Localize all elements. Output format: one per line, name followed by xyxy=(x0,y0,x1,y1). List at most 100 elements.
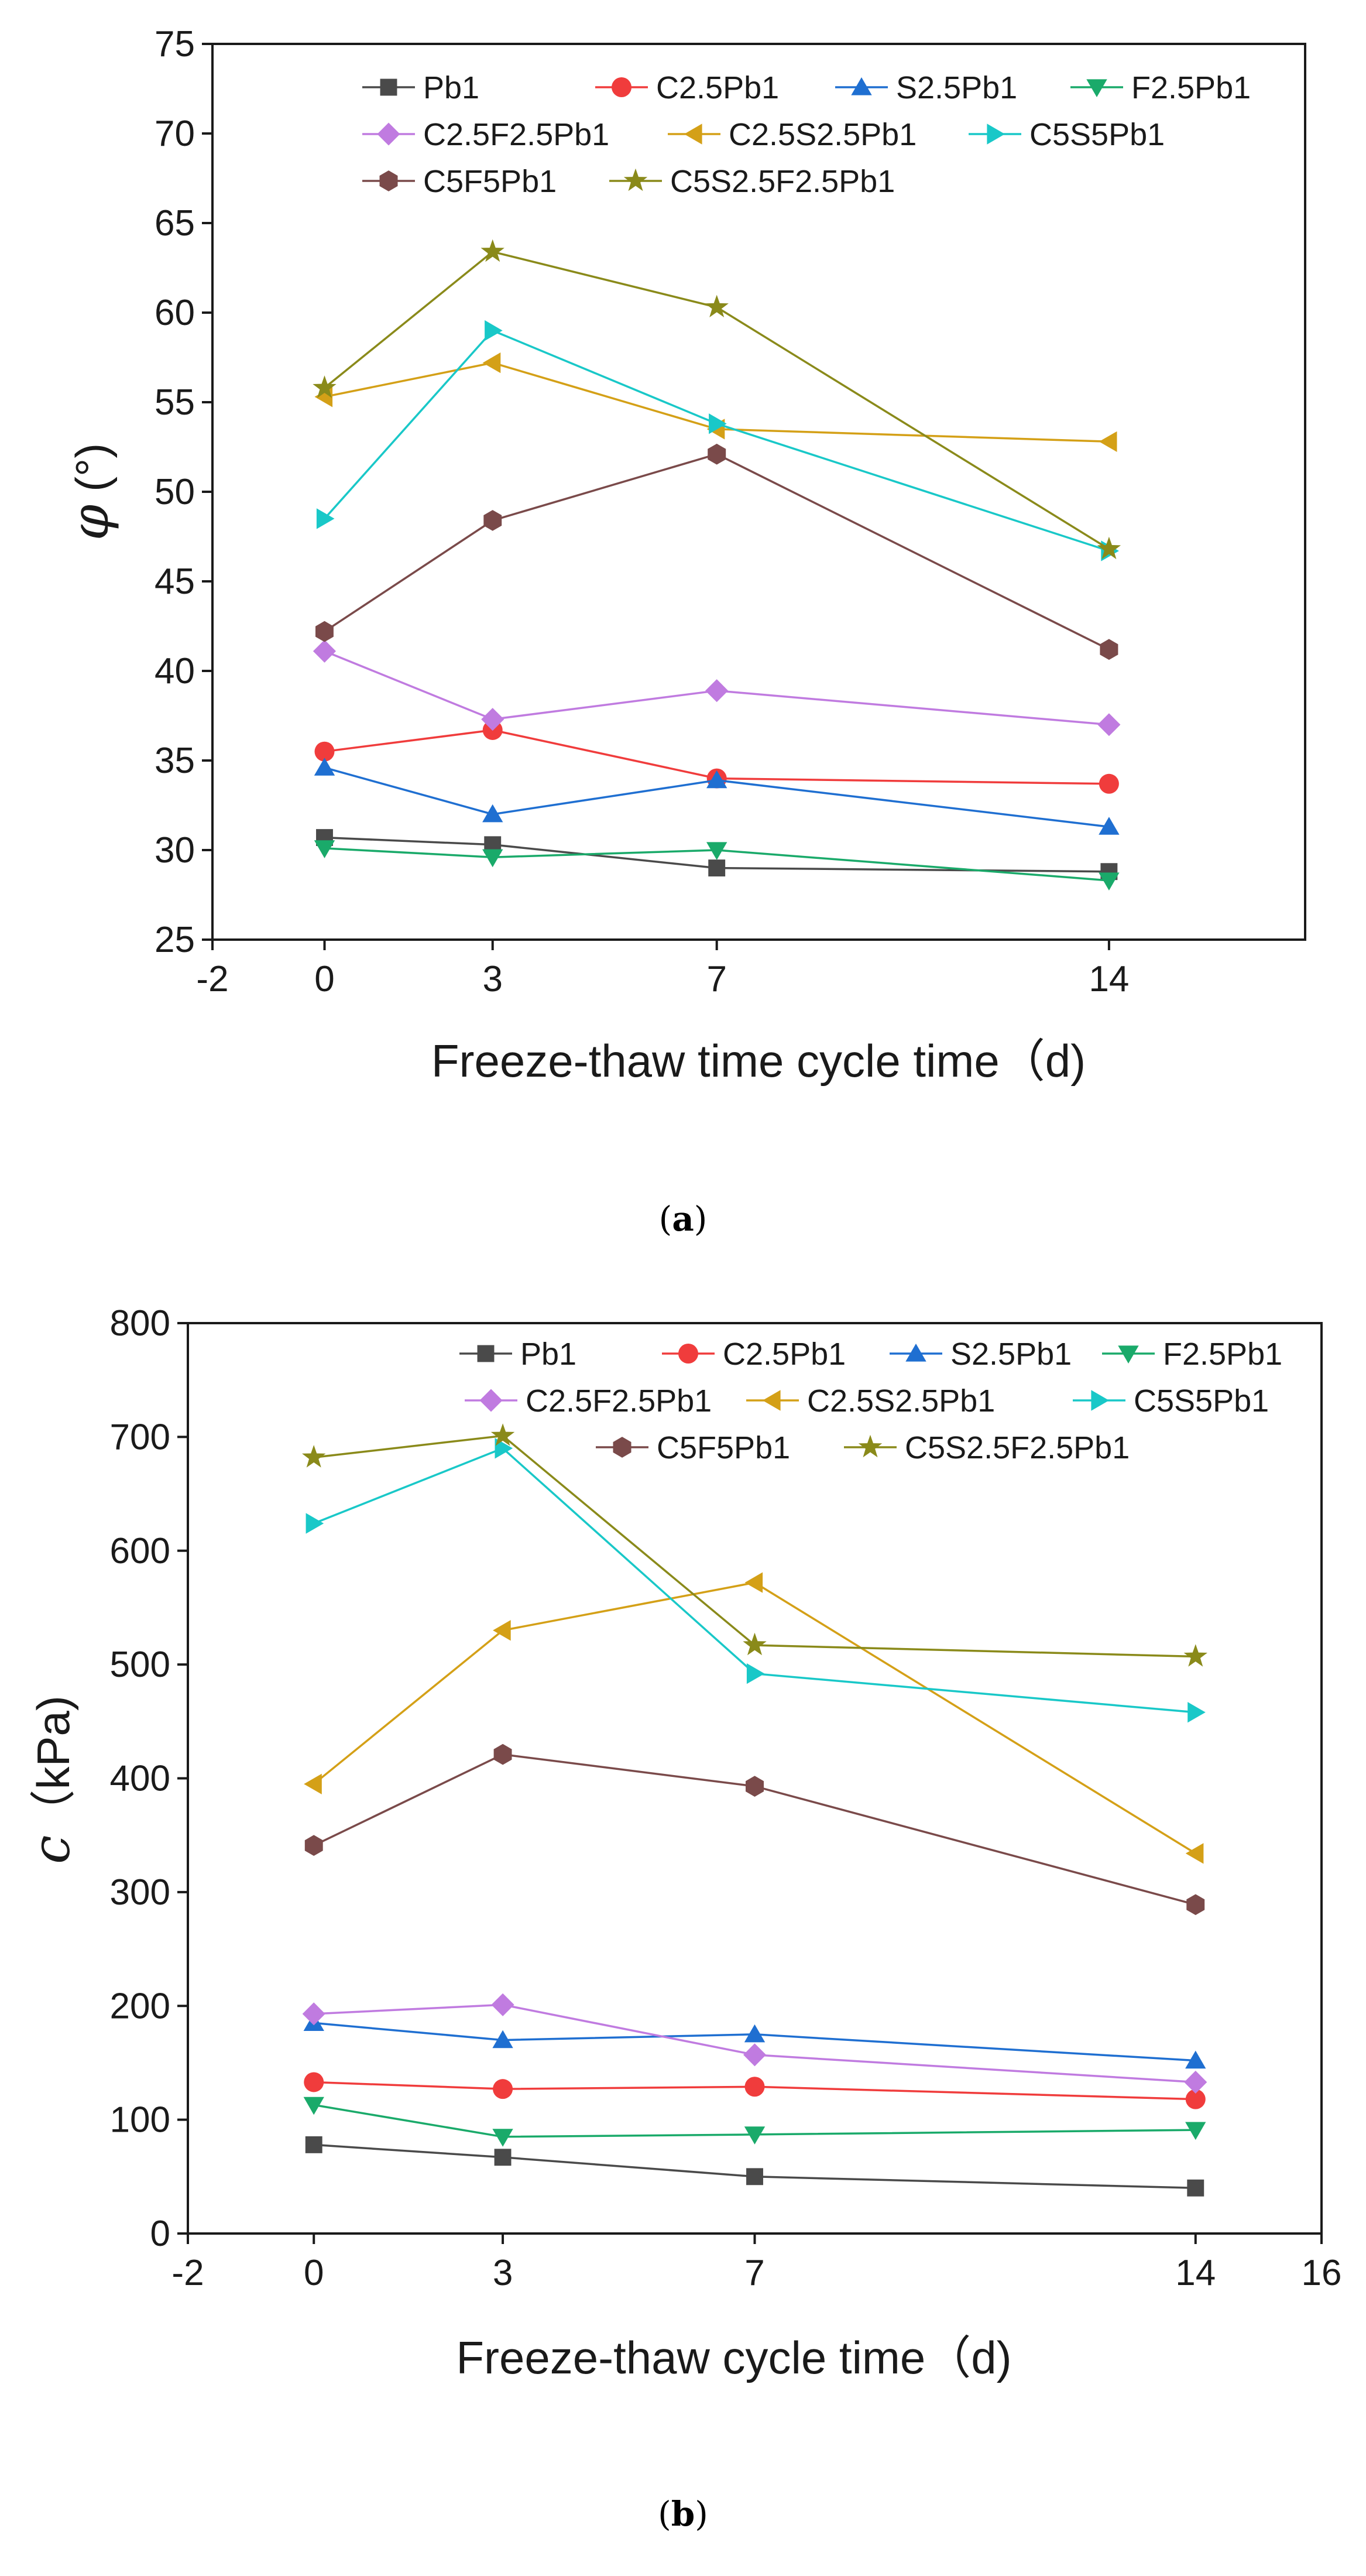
chart-b-caption-label: b xyxy=(671,2494,695,2534)
chart-a-legend: Pb1 C2.5Pb1 S2.5Pb1 F2.5Pb1 C2.5F2.5Pb1 … xyxy=(362,70,1251,199)
chart-a-y-tick-label: 25 xyxy=(155,920,195,960)
chart-a-legend-item-pb1: Pb1 xyxy=(362,70,479,105)
chart-a-legend-marker xyxy=(987,124,1005,145)
chart-a-point-c5s2-5f2-5pb1 xyxy=(480,239,504,262)
chart-b-legend-marker xyxy=(858,1434,883,1458)
chart-a-point-s2-5pb1 xyxy=(314,758,335,776)
chart-b-legend-item-s2-5pb1: S2.5Pb1 xyxy=(890,1337,1072,1372)
chart-b-legend-item-c5s5pb1: C5S5Pb1 xyxy=(1073,1383,1269,1419)
chart-b-legend-item-c5f5pb1: C5F5Pb1 xyxy=(596,1430,790,1465)
chart-a-point-s2-5pb1 xyxy=(482,804,503,823)
chart-b-y-tick-label: 300 xyxy=(110,1872,170,1913)
chart-b-point-f2-5pb1 xyxy=(303,2097,324,2115)
chart-a-y-axis: 25 30 35 40 45 50 55 60 65 70 75 xyxy=(155,24,212,960)
chart-a-legend-item-c2-5pb1: C2.5Pb1 xyxy=(595,70,779,105)
chart-b-point-c2-5s2-5pb1 xyxy=(304,1773,322,1794)
chart-a-legend-marker xyxy=(851,77,872,95)
chart-b-legend-item-c2-5s2-5pb1: C2.5S2.5Pb1 xyxy=(746,1383,995,1419)
chart-a-legend-item-s2-5pb1: S2.5Pb1 xyxy=(835,70,1017,105)
chart-b-point-c2-5f2-5pb1 xyxy=(743,2043,766,2067)
chart-a-legend-label: C2.5F2.5Pb1 xyxy=(423,117,609,152)
chart-a-legend-marker xyxy=(1086,79,1107,97)
chart-b-legend-label: F2.5Pb1 xyxy=(1163,1337,1282,1372)
chart-a-y-tick-label: 70 xyxy=(155,114,195,154)
chart-b-point-c5f5pb1 xyxy=(304,1835,323,1856)
chart-a-y-tick-label: 65 xyxy=(155,203,195,244)
chart-b-point-c5s5pb1 xyxy=(746,1663,765,1684)
chart-a-point-c5s2-5f2-5pb1 xyxy=(705,294,729,317)
chart-b-point-s2-5pb1 xyxy=(492,2030,513,2049)
chart-b-x-tick-label: 16 xyxy=(1302,2253,1342,2293)
chart-a-point-c2-5f2-5pb1 xyxy=(481,708,504,731)
chart-a-legend-label: S2.5Pb1 xyxy=(896,70,1017,105)
chart-b-y-tick-label: 400 xyxy=(110,1759,170,1799)
chart-a-point-c2-5pb1 xyxy=(314,741,335,762)
chart-b-legend-item-pb1: Pb1 xyxy=(459,1337,576,1372)
chart-a-legend-label: F2.5Pb1 xyxy=(1131,70,1251,105)
chart-b-point-c2-5f2-5pb1 xyxy=(491,1993,514,2016)
chart-a-x-tick-label: 14 xyxy=(1089,959,1129,999)
chart-a-y-axis-title: φ (°) xyxy=(60,443,120,540)
chart-b-line-c5s2-5f2-5pb1 xyxy=(314,1434,1196,1658)
chart-a-point-c2-5s2-5pb1 xyxy=(482,352,501,374)
chart-b-legend-label: S2.5Pb1 xyxy=(950,1337,1072,1372)
chart-b-series-f2-5pb1 xyxy=(303,2097,1206,2147)
chart-b-legend-label: C2.5F2.5Pb1 xyxy=(526,1383,712,1419)
chart-a-line-c2-5s2-5pb1 xyxy=(324,361,1109,443)
chart-a-y-tick-label: 60 xyxy=(155,293,195,333)
chart-a-legend-label: Pb1 xyxy=(423,70,479,105)
chart-a-legend-label: C5F5Pb1 xyxy=(423,164,557,199)
chart-a-line-c2-5pb1 xyxy=(324,729,1109,785)
chart-a-y-axis-unit: (°) xyxy=(66,443,118,505)
chart-b-x-tick-label: 3 xyxy=(493,2253,513,2293)
chart-a-point-c2-5s2-5pb1 xyxy=(1099,431,1117,452)
chart-b-y-tick-label: 100 xyxy=(110,2100,170,2140)
chart-b-point-pb1 xyxy=(305,2136,322,2153)
chart-b-legend-label: C2.5S2.5Pb1 xyxy=(807,1383,995,1419)
chart-a-line-s2-5pb1 xyxy=(324,766,1110,828)
chart-b-legend-marker xyxy=(1118,1345,1139,1364)
chart-a-line-c5f5pb1 xyxy=(324,453,1110,650)
chart-b-point-c2-5s2-5pb1 xyxy=(493,1620,511,1641)
chart-b-point-f2-5pb1 xyxy=(744,2126,766,2145)
chart-b-series-pb1 xyxy=(305,2136,1204,2197)
chart-b-caption: (b) xyxy=(658,2494,708,2534)
chart-b-x-tick-label: 0 xyxy=(304,2253,324,2293)
chart-a-point-c5f5pb1 xyxy=(315,621,334,642)
chart-b-legend-marker xyxy=(678,1344,698,1364)
chart-a-legend-marker xyxy=(623,168,648,191)
chart-b-legend-marker xyxy=(613,1437,631,1458)
chart-a-point-c5s5pb1 xyxy=(485,320,503,341)
chart-b-line-c2-5s2-5pb1 xyxy=(313,1581,1196,1855)
chart-a-x-axis: -2 0 3 7 14 xyxy=(196,940,1129,999)
chart-a-legend-label: C5S2.5F2.5Pb1 xyxy=(670,164,895,199)
chart-b-point-c5f5pb1 xyxy=(1186,1894,1205,1916)
chart-a-legend-item-c5s2-5f2-5pb1: C5S2.5F2.5Pb1 xyxy=(609,164,895,199)
chart-a-y-tick-label: 30 xyxy=(155,830,195,871)
chart-b-series-c5s2-5f2-5pb1 xyxy=(302,1423,1207,1667)
chart-b-legend-label: C5S5Pb1 xyxy=(1134,1383,1269,1419)
chart-b-series-c2-5s2-5pb1 xyxy=(304,1572,1204,1864)
chart-b-line-c2-5pb1 xyxy=(314,2081,1196,2101)
chart-a-legend-label: C2.5Pb1 xyxy=(656,70,779,105)
chart-b-legend-marker xyxy=(763,1390,781,1411)
chart-b-point-c5s2-5f2-5pb1 xyxy=(1183,1644,1207,1667)
chart-b-series-c5s5pb1 xyxy=(306,1438,1206,1723)
chart-a-y-tick-label: 45 xyxy=(155,561,195,602)
chart-a-point-c2-5f2-5pb1 xyxy=(705,679,729,703)
chart-b-legend-marker xyxy=(479,1389,503,1412)
chart-b-x-axis: -2 0 3 7 14 16 xyxy=(171,2234,1341,2293)
chart-b-point-c5s5pb1 xyxy=(306,1513,324,1534)
chart-b-legend: Pb1 C2.5Pb1 S2.5Pb1 F2.5Pb1 C2.5F2.5Pb1 … xyxy=(459,1337,1282,1465)
chart-a-y-tick-label: 75 xyxy=(155,24,195,64)
chart-a-legend-item-c2-5f2-5pb1: C2.5F2.5Pb1 xyxy=(362,117,609,152)
chart-b-legend-marker xyxy=(1091,1390,1109,1411)
chart-a-series-group xyxy=(313,239,1121,890)
chart-b-point-c2-5pb1 xyxy=(1185,2089,1206,2109)
chart-a-series-c2-5s2-5pb1 xyxy=(314,352,1117,452)
chart-a-legend-marker xyxy=(612,77,631,97)
chart-b-legend-item-f2-5pb1: F2.5Pb1 xyxy=(1102,1337,1282,1372)
chart-b-point-c2-5pb1 xyxy=(493,2079,513,2099)
chart-b-legend-marker xyxy=(905,1344,926,1362)
chart-b-series-c2-5pb1 xyxy=(304,2072,1206,2109)
